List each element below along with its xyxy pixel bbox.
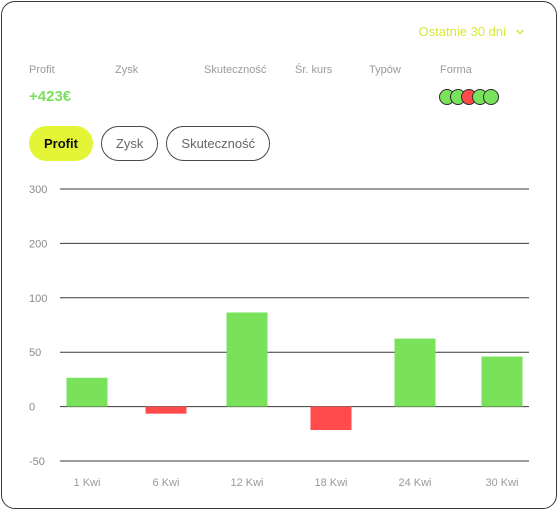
- chart-bar[interactable]: [481, 356, 523, 407]
- y-tick-label: 100: [29, 293, 47, 305]
- chart-bar[interactable]: [66, 377, 108, 407]
- x-tick-label: 30 Kwi: [485, 477, 518, 489]
- forma-indicator: [439, 89, 509, 105]
- period-dropdown[interactable]: Ostatnie 30 dni: [419, 24, 526, 39]
- x-tick-label: 12 Kwi: [230, 477, 263, 489]
- stat-label-sr-kurs: Śr. kurs: [295, 64, 333, 76]
- y-tick-label: 200: [29, 238, 47, 250]
- chart-bar[interactable]: [310, 406, 352, 430]
- stat-label-typow: Typów: [369, 64, 401, 76]
- profit-value: +423€: [29, 88, 72, 105]
- y-tick-label: 300: [29, 184, 47, 196]
- tab-zysk[interactable]: Zysk: [100, 126, 159, 161]
- chart-bar[interactable]: [226, 312, 268, 407]
- chart-bar[interactable]: [145, 406, 187, 414]
- x-tick-label: 1 Kwi: [74, 477, 101, 489]
- chevron-down-icon: [516, 29, 524, 34]
- x-tick-label: 24 Kwi: [398, 477, 431, 489]
- metric-tabs: Profit Zysk Skuteczność: [29, 126, 271, 161]
- y-tick-label: 0: [29, 402, 35, 414]
- stat-label-forma: Forma: [440, 64, 472, 76]
- period-label: Ostatnie 30 dni: [418, 24, 506, 39]
- y-tick-label: -50: [29, 456, 45, 468]
- tab-skutecznosc[interactable]: Skuteczność: [166, 126, 271, 161]
- tab-profit[interactable]: Profit: [29, 126, 93, 161]
- chart-bar[interactable]: [394, 338, 436, 407]
- stat-label-skutecznosc: Skuteczność: [204, 64, 267, 76]
- x-tick-label: 18 Kwi: [314, 477, 347, 489]
- stat-label-profit: Profit: [29, 64, 55, 76]
- stats-header: Profit Zysk Skuteczność Śr. kurs Typów F…: [2, 64, 556, 78]
- y-tick-label: 50: [29, 347, 41, 359]
- x-tick-label: 6 Kwi: [153, 477, 180, 489]
- stat-label-zysk: Zysk: [115, 64, 139, 76]
- forma-dot: [483, 89, 499, 105]
